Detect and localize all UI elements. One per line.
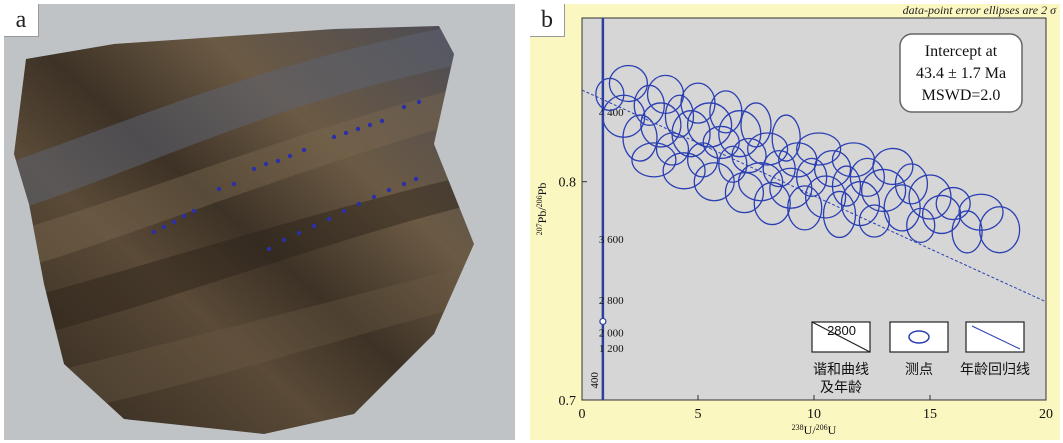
concordia-marker: [599, 317, 607, 326]
data-point-ellipse: [858, 204, 890, 238]
data-point-ellipse: [731, 137, 767, 174]
data-point-ellipse: [958, 193, 1004, 231]
legend: 2800 谐和曲线 及年龄 测点 年龄回归线: [811, 321, 1030, 396]
error-ellipse-note: data-point error ellipses are 2 σ: [902, 3, 1056, 17]
data-point-ellipse: [664, 94, 695, 138]
rock-slab-photo: [14, 26, 474, 434]
data-point-ellipse: [671, 110, 711, 158]
data-point-ellipse: [724, 171, 765, 214]
concordia-age-label: 1 200: [599, 343, 624, 355]
data-point-ellipse: [795, 132, 842, 166]
y-tick-label: 0.7: [559, 394, 577, 409]
data-point-ellipse: [935, 186, 971, 221]
intercept-line2: 43.4 ± 1.7 Ma: [916, 65, 1006, 82]
data-point-ellipse: [951, 210, 983, 254]
panel-b-letter: b: [530, 4, 565, 37]
rock-bands: [14, 26, 474, 424]
x-tick-label: 20: [1039, 407, 1053, 422]
data-point-ellipse: [662, 152, 706, 190]
data-point-ellipse: [622, 114, 658, 162]
data-point-ellipse: [849, 157, 886, 197]
legend-regression-line: [971, 325, 1021, 350]
data-point-ellipse: [608, 64, 649, 103]
data-point-ellipse: [804, 175, 847, 219]
x-tick-label: 10: [807, 407, 821, 422]
data-point-ellipse: [894, 163, 929, 205]
legend-concordia-label1: 谐和曲线: [813, 362, 869, 378]
panel-b: 4 400 3 600 2 800 2 000 1 200 400 0 5 10 15 20 0.7…: [530, 3, 1060, 440]
x-tick-label: 15: [923, 407, 937, 422]
data-point-ellipse: [787, 185, 823, 231]
data-point-ellipse: [737, 162, 784, 202]
data-point-ellipse: [686, 102, 733, 148]
data-point-ellipse: [796, 157, 828, 197]
legend-spot-ellipse: [908, 330, 930, 344]
data-point-ellipse: [921, 194, 962, 235]
y-tick-label: 0.8: [559, 176, 577, 191]
data-point-ellipse: [908, 174, 952, 220]
points-layer: [595, 64, 1021, 254]
intercept-line1: Intercept at: [925, 43, 998, 60]
data-point-ellipse: [822, 190, 857, 239]
concordia-age-label: 2 800: [599, 295, 624, 307]
data-point-ellipse: [831, 165, 862, 207]
x-tick-label: 0: [579, 407, 586, 422]
panel-a-letter: a: [4, 4, 39, 37]
data-point-ellipse: [740, 102, 772, 148]
data-point-ellipse: [906, 207, 936, 244]
concordia-age-label: 400: [589, 372, 601, 389]
data-point-ellipse: [631, 142, 677, 178]
concordia-age-label: 3 600: [599, 234, 624, 246]
intercept-line3: MSWD=2.0: [922, 87, 1001, 104]
legend-spot-box: [889, 321, 949, 353]
data-point-ellipse: [746, 132, 789, 166]
legend-concordia-line: [811, 321, 871, 353]
x-axis-label: 238U/206U: [792, 423, 837, 438]
data-point-ellipse: [709, 90, 743, 134]
axes-layer: 0 5 10 15 20 0.7 0.8: [559, 176, 1054, 422]
legend-regression-label: 年龄回归线: [960, 361, 1030, 378]
data-point-ellipse: [860, 168, 907, 213]
data-point-ellipse: [640, 102, 682, 148]
data-point-ellipse: [753, 181, 791, 226]
laser-spots: [151, 99, 422, 252]
data-point-ellipse: [872, 147, 914, 186]
data-point-ellipse: [771, 114, 801, 162]
intercept-box: [899, 33, 1023, 113]
legend-concordia-label2: 及年龄: [820, 380, 862, 396]
data-point-ellipse: [718, 145, 748, 183]
legend-concordia-age: 2800: [827, 323, 856, 338]
concordia-age-label: 2 000: [599, 328, 624, 340]
y-axis-label: 207Pb/206Pb: [535, 183, 550, 236]
panel-a: a: [4, 4, 515, 440]
legend-spot-label: 测点: [905, 362, 933, 378]
data-point-ellipse: [978, 206, 1021, 254]
x-tick-label: 5: [695, 407, 702, 422]
